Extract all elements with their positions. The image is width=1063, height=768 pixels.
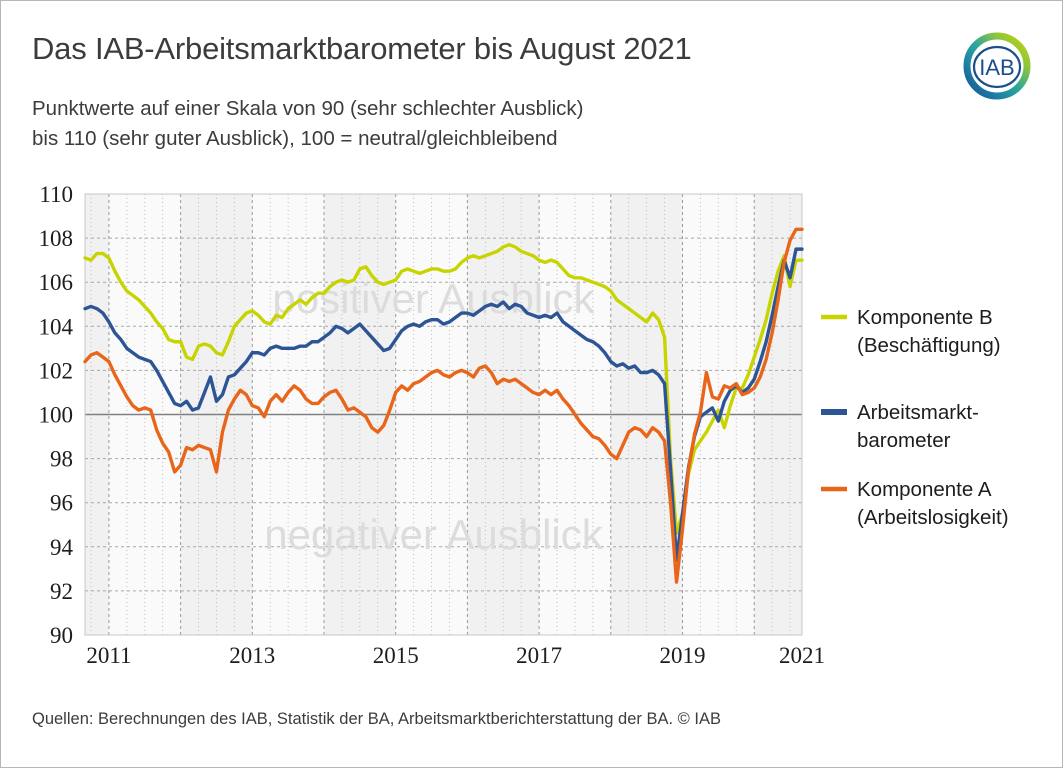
x-tick-label: 2017	[516, 643, 562, 668]
x-tick-label: 2021	[779, 643, 825, 668]
x-tick-label: 2019	[660, 643, 706, 668]
y-tick-label: 96	[50, 491, 73, 516]
x-tick-label: 2011	[86, 643, 131, 668]
y-tick-label: 98	[50, 447, 73, 472]
y-tick-label: 106	[39, 270, 74, 295]
y-tick-label: 110	[39, 182, 73, 207]
chart-container: positiver Ausblick negativer Ausblick 11…	[1, 176, 1062, 676]
page-title: Das IAB-Arbeitsmarktbarometer bis August…	[32, 31, 692, 66]
watermark-positive: positiver Ausblick	[272, 275, 595, 322]
y-tick-label: 102	[39, 358, 74, 383]
legend-label-line1: Komponente B	[857, 306, 993, 329]
x-tick-label: 2013	[229, 643, 275, 668]
iab-logo: IAB	[963, 32, 1031, 100]
page-subtitle: Punktwerte auf einer Skala von 90 (sehr …	[32, 97, 584, 150]
legend-label-line2: (Arbeitslosigkeit)	[857, 506, 1009, 529]
y-tick-label: 90	[50, 623, 73, 648]
y-tick-label: 94	[50, 535, 74, 560]
data-series-group	[83, 227, 804, 584]
x-axis-labels: 2011 2013 2015 2017 2019 2021	[86, 643, 825, 668]
y-axis-labels: 110 108 106 104 102 100 98 96 94 92 90	[39, 182, 74, 648]
y-tick-label: 92	[50, 579, 73, 604]
x-tick-label: 2015	[373, 643, 419, 668]
y-tick-label: 100	[39, 403, 74, 428]
watermark-labels: positiver Ausblick negativer Ausblick	[264, 275, 604, 558]
series-line-komponente-a	[83, 227, 804, 584]
plot-frame	[84, 193, 803, 636]
legend-label-line1: Komponente A	[857, 478, 992, 501]
plot-border	[84, 193, 803, 636]
logo-label: IAB	[979, 55, 1014, 80]
watermark-negative: negativer Ausblick	[264, 511, 604, 558]
chart-legend: Komponente B (Beschäftigung) Arbeitsmarkt-…	[821, 306, 1009, 529]
line-chart: positiver Ausblick negativer Ausblick 11…	[39, 182, 1009, 668]
y-tick-label: 108	[39, 226, 74, 251]
source-note: Quellen: Berechnungen des IAB, Statistik…	[32, 710, 722, 728]
legend-label-line2: (Beschäftigung)	[857, 334, 1001, 357]
legend-label-line1: Arbeitsmarkt-	[857, 401, 979, 424]
legend-label-line2: barometer	[857, 429, 951, 452]
y-tick-label: 104	[39, 314, 74, 339]
